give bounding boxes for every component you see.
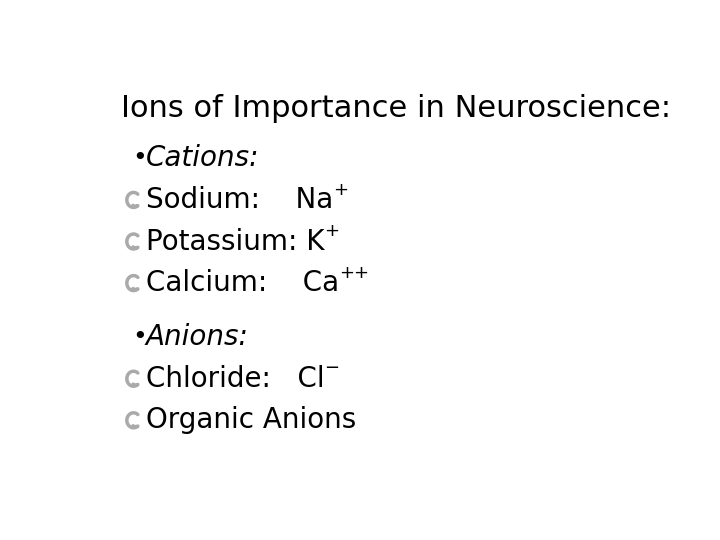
Text: +: +	[333, 180, 348, 199]
Text: Sodium:    Na: Sodium: Na	[145, 186, 333, 214]
Text: •: •	[132, 146, 147, 170]
Text: Chloride:   Cl: Chloride: Cl	[145, 364, 325, 393]
Text: ++: ++	[339, 264, 369, 282]
Text: Calcium:    Ca: Calcium: Ca	[145, 269, 339, 297]
Text: Potassium: K: Potassium: K	[145, 227, 324, 255]
Text: Anions:: Anions:	[145, 323, 248, 351]
Text: •: •	[132, 325, 147, 349]
Text: Ions of Importance in Neuroscience:: Ions of Importance in Neuroscience:	[121, 94, 671, 123]
Text: Cations:: Cations:	[145, 144, 259, 172]
Text: +: +	[324, 222, 339, 240]
Text: Organic Anions: Organic Anions	[145, 406, 356, 434]
Text: −: −	[325, 359, 340, 377]
